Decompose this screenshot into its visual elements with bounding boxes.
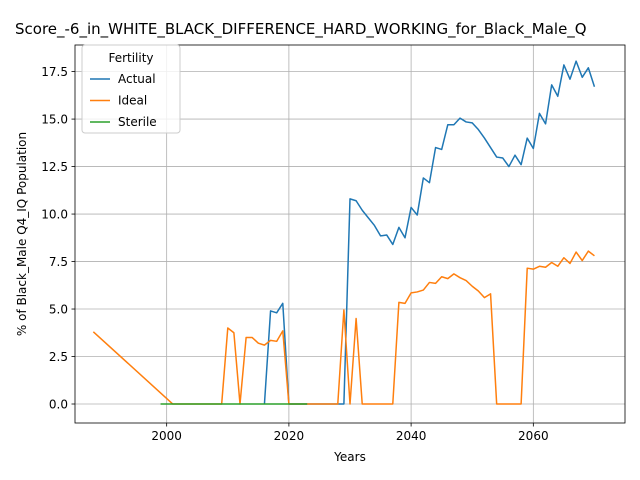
y-axis-ticks: 0.0 2.5 5.0 7.5 10.0 12.5 15.0 17.5 (41, 65, 75, 411)
legend-title: Fertility (108, 51, 153, 65)
y-tick-label: 15.0 (41, 112, 68, 126)
legend-label-actual: Actual (118, 72, 156, 86)
series-line-ideal (92, 250, 595, 405)
x-axis-ticks: 2000 2020 2040 2060 (151, 423, 549, 443)
x-tick-label: 2040 (396, 429, 427, 443)
y-tick-label: 12.5 (41, 160, 68, 174)
gridlines (75, 45, 625, 423)
x-tick-label: 2000 (151, 429, 182, 443)
x-tick-label: 2060 (518, 429, 549, 443)
x-tick-label: 2020 (274, 429, 305, 443)
plot-frame (74, 44, 626, 424)
legend: Fertility Actual Ideal Sterile (81, 44, 181, 134)
y-tick-label: 10.0 (41, 207, 68, 221)
y-tick-label: 7.5 (49, 255, 68, 269)
y-tick-label: 17.5 (41, 65, 68, 79)
y-tick-label: 0.0 (49, 397, 68, 411)
y-tick-label: 5.0 (49, 302, 68, 316)
legend-label-sterile: Sterile (118, 115, 157, 129)
y-tick-label: 2.5 (49, 350, 68, 364)
legend-box (81, 44, 181, 134)
y-axis-label: % of Black_Male Q4_IQ Population (15, 132, 29, 336)
series-lines (92, 60, 596, 405)
legend-label-ideal: Ideal (118, 94, 147, 108)
chart-title: Score_-6_in_WHITE_BLACK_DIFFERENCE_HARD_… (15, 20, 587, 39)
series-line-actual (263, 60, 596, 405)
x-axis-label: Years (333, 450, 366, 464)
